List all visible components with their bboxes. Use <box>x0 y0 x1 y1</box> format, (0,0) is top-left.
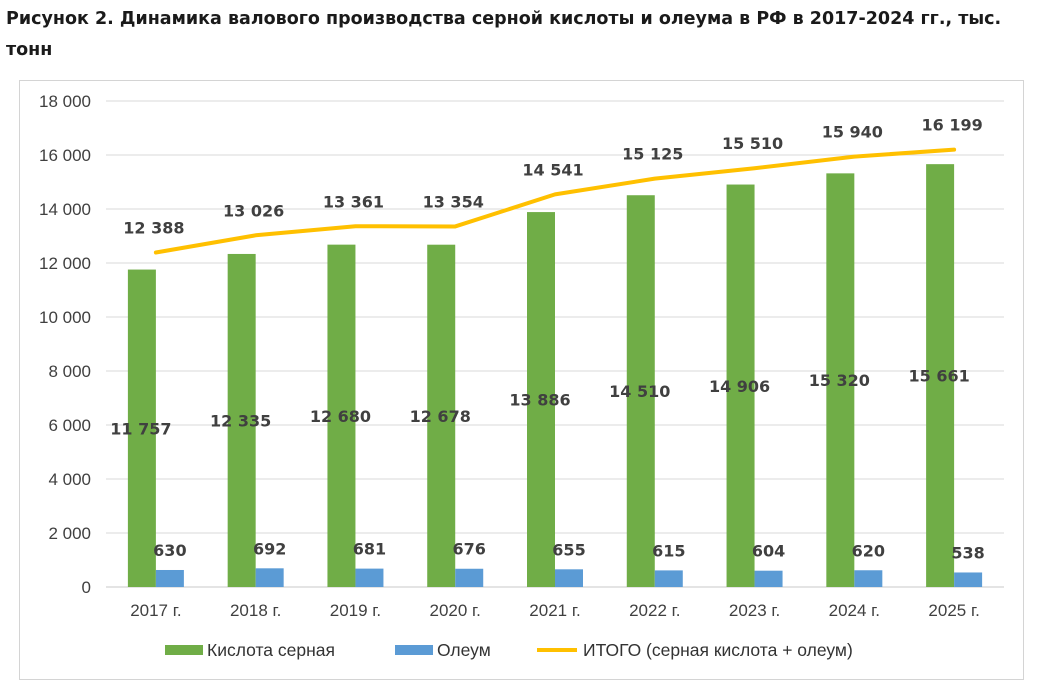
data-label-oleum: 692 <box>253 539 286 558</box>
data-label-total: 16 199 <box>921 116 982 135</box>
data-label-sulfuric-acid: 15 320 <box>809 371 870 390</box>
legend-oleum-swatch <box>395 645 433 655</box>
data-label-sulfuric-acid: 14 906 <box>709 377 770 396</box>
data-label-total: 15 125 <box>622 145 683 164</box>
chart-frame <box>19 80 1024 680</box>
bar-sulfuric-acid <box>726 184 755 587</box>
data-label-sulfuric-acid: 11 757 <box>110 419 171 438</box>
x-tick-label: 2022 г. <box>629 601 680 620</box>
y-tick-label: 16 000 <box>39 146 91 165</box>
y-tick-label: 4 000 <box>48 470 91 489</box>
x-tick-label: 2017 г. <box>130 601 181 620</box>
data-label-oleum: 681 <box>353 540 386 559</box>
bar-oleum <box>954 572 983 587</box>
data-label-total: 13 361 <box>323 192 384 211</box>
bar-oleum <box>455 568 484 587</box>
legend-sulfuric-acid-swatch <box>165 645 203 655</box>
x-tick-label: 2020 г. <box>430 601 481 620</box>
y-tick-label: 2 000 <box>48 524 91 543</box>
chart-caption: Рисунок 2. Динамика валового производств… <box>6 9 1002 60</box>
x-tick-label: 2021 г. <box>529 601 580 620</box>
y-tick-label: 18 000 <box>39 92 91 111</box>
bar-oleum <box>155 569 184 587</box>
data-label-oleum: 620 <box>852 541 885 560</box>
data-label-sulfuric-acid: 13 886 <box>509 391 570 410</box>
data-label-oleum: 538 <box>951 543 984 562</box>
bar-oleum <box>355 568 384 587</box>
data-label-total: 12 388 <box>123 219 184 238</box>
y-tick-label: 12 000 <box>39 254 91 273</box>
data-label-oleum: 604 <box>752 542 785 561</box>
bar-oleum <box>555 569 583 587</box>
data-label-oleum: 676 <box>453 540 486 559</box>
y-tick-label: 14 000 <box>39 200 91 219</box>
x-tick-label: 2019 г. <box>330 601 381 620</box>
bar-sulfuric-acid <box>826 173 855 588</box>
line-total <box>153 147 957 255</box>
data-label-total: 15 510 <box>722 134 783 153</box>
bar-sulfuric-acid <box>127 269 156 587</box>
y-tick-label: 6 000 <box>48 416 91 435</box>
bar-oleum <box>255 568 284 587</box>
bar-oleum <box>854 570 883 587</box>
data-label-total: 13 026 <box>223 201 284 220</box>
data-label-oleum: 615 <box>652 541 685 560</box>
x-tick-label: 2024 г. <box>829 601 880 620</box>
bar-oleum <box>754 570 783 587</box>
bar-sulfuric-acid <box>227 253 256 587</box>
data-label-sulfuric-acid: 12 678 <box>410 407 471 426</box>
data-label-total: 15 940 <box>822 123 883 142</box>
y-tick-label: 0 <box>82 578 91 597</box>
data-label-sulfuric-acid: 15 661 <box>908 367 969 386</box>
bar-sulfuric-acid <box>327 244 356 587</box>
y-tick-label: 10 000 <box>39 308 91 327</box>
x-tick-label: 2025 г. <box>928 601 979 620</box>
legend-oleum-label: Олеум <box>437 640 491 660</box>
legend-total-label: ИТОГО (серная кислота + олеум) <box>583 640 853 660</box>
data-label-sulfuric-acid: 14 510 <box>609 382 670 401</box>
data-label-oleum: 655 <box>552 540 585 559</box>
data-label-total: 13 354 <box>423 192 484 211</box>
bar-oleum <box>654 570 683 587</box>
bar-sulfuric-acid <box>926 164 955 587</box>
bar-sulfuric-acid <box>527 212 555 587</box>
y-tick-label: 8 000 <box>48 362 91 381</box>
x-tick-label: 2018 г. <box>230 601 281 620</box>
data-label-total: 14 541 <box>522 160 583 179</box>
legend-sulfuric-acid-label: Кислота серная <box>207 640 335 660</box>
bar-sulfuric-acid <box>427 244 456 587</box>
bar-sulfuric-acid <box>626 195 655 588</box>
data-label-sulfuric-acid: 12 335 <box>210 411 271 430</box>
data-label-oleum: 630 <box>153 541 186 560</box>
data-label-sulfuric-acid: 12 680 <box>310 407 371 426</box>
x-tick-label: 2023 г. <box>729 601 780 620</box>
